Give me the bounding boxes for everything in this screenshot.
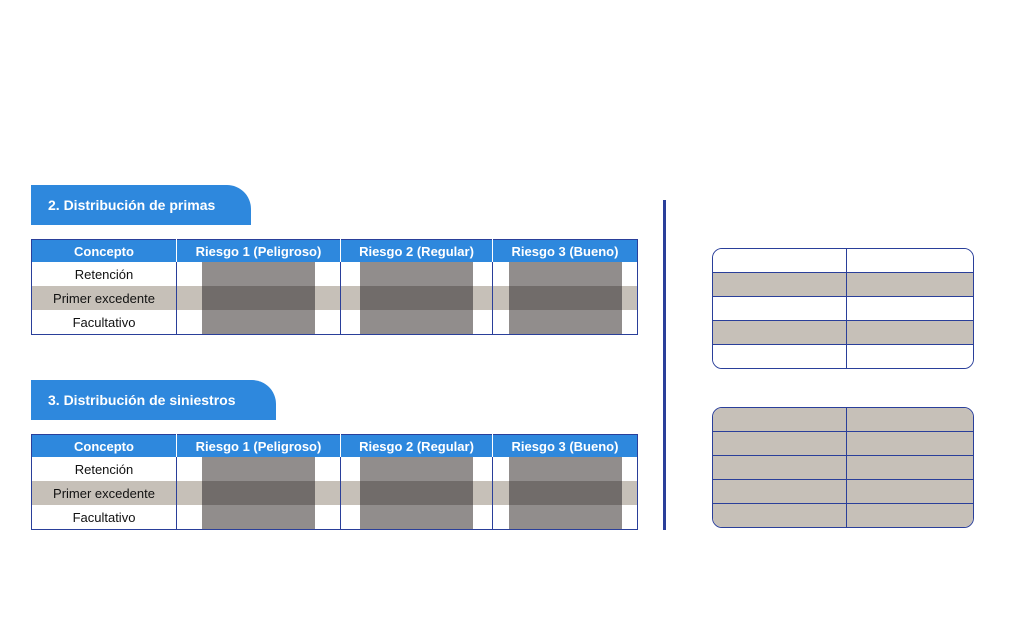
row-label: Primer excedente xyxy=(31,481,177,505)
row-label: Facultativo xyxy=(31,505,177,530)
primas-table: Concepto Riesgo 1 (Peligroso) Riesgo 2 (… xyxy=(31,239,638,335)
summary-cell[interactable] xyxy=(713,504,846,527)
value-box[interactable] xyxy=(202,505,315,529)
value-box[interactable] xyxy=(360,505,473,529)
vertical-divider xyxy=(663,200,666,530)
value-box[interactable] xyxy=(360,481,473,505)
section-siniestros: 3. Distribución de siniestros Concepto R… xyxy=(31,380,638,530)
table-row: Facultativo xyxy=(31,505,638,530)
value-box[interactable] xyxy=(360,457,473,481)
table-row: Retención xyxy=(31,262,638,286)
summary-cell[interactable] xyxy=(713,408,846,431)
summary-cell[interactable] xyxy=(846,480,973,503)
table-row xyxy=(713,431,973,455)
summary-cell[interactable] xyxy=(846,432,973,455)
table-header-row: Concepto Riesgo 1 (Peligroso) Riesgo 2 (… xyxy=(31,239,638,262)
value-box[interactable] xyxy=(360,310,473,334)
table-row xyxy=(713,408,973,431)
header-riesgo-3: Riesgo 3 (Bueno) xyxy=(492,434,638,457)
row-label: Facultativo xyxy=(31,310,177,335)
summary-cell[interactable] xyxy=(846,249,973,272)
summary-cell[interactable] xyxy=(713,345,846,368)
row-label: Primer excedente xyxy=(31,286,177,310)
summary-cell[interactable] xyxy=(713,273,846,296)
header-riesgo-1: Riesgo 1 (Peligroso) xyxy=(176,239,341,262)
summary-cell[interactable] xyxy=(713,321,846,344)
value-box[interactable] xyxy=(508,262,622,286)
value-box[interactable] xyxy=(202,310,315,334)
header-riesgo-1: Riesgo 1 (Peligroso) xyxy=(176,434,341,457)
summary-cell[interactable] xyxy=(713,432,846,455)
value-box[interactable] xyxy=(202,457,315,481)
header-riesgo-3: Riesgo 3 (Bueno) xyxy=(492,239,638,262)
table-row: Facultativo xyxy=(31,310,638,335)
value-box[interactable] xyxy=(202,286,315,310)
table-header-row: Concepto Riesgo 1 (Peligroso) Riesgo 2 (… xyxy=(31,434,638,457)
table-row xyxy=(713,503,973,527)
summary-cell[interactable] xyxy=(846,321,973,344)
summary-cell[interactable] xyxy=(846,456,973,479)
summary-cell[interactable] xyxy=(846,273,973,296)
row-label: Retención xyxy=(31,262,177,286)
table-row xyxy=(713,455,973,479)
table-row xyxy=(713,272,973,296)
value-box[interactable] xyxy=(202,262,315,286)
summary-cell[interactable] xyxy=(846,504,973,527)
summary-cell[interactable] xyxy=(713,297,846,320)
value-box[interactable] xyxy=(508,505,622,529)
summary-cell[interactable] xyxy=(713,249,846,272)
siniestros-table: Concepto Riesgo 1 (Peligroso) Riesgo 2 (… xyxy=(31,434,638,530)
row-label: Retención xyxy=(31,457,177,481)
summary-table-siniestros xyxy=(712,407,974,528)
table-row xyxy=(713,249,973,272)
header-concepto: Concepto xyxy=(31,239,177,262)
section-title: 2. Distribución de primas xyxy=(31,185,251,225)
value-box[interactable] xyxy=(508,457,622,481)
value-box[interactable] xyxy=(360,286,473,310)
section-primas: 2. Distribución de primas Concepto Riesg… xyxy=(31,185,638,335)
header-concepto: Concepto xyxy=(31,434,177,457)
table-row: Primer excedente xyxy=(31,286,638,310)
value-box[interactable] xyxy=(202,481,315,505)
table-row xyxy=(713,296,973,320)
summary-cell[interactable] xyxy=(846,297,973,320)
value-box[interactable] xyxy=(508,286,622,310)
summary-table-primas xyxy=(712,248,974,369)
value-box[interactable] xyxy=(508,310,622,334)
header-riesgo-2: Riesgo 2 (Regular) xyxy=(340,434,493,457)
table-row xyxy=(713,344,973,368)
table-row: Retención xyxy=(31,457,638,481)
summary-cell[interactable] xyxy=(846,408,973,431)
value-box[interactable] xyxy=(360,262,473,286)
summary-cell[interactable] xyxy=(846,345,973,368)
section-title: 3. Distribución de siniestros xyxy=(31,380,276,420)
table-row: Primer excedente xyxy=(31,481,638,505)
table-row xyxy=(713,479,973,503)
summary-cell[interactable] xyxy=(713,456,846,479)
value-box[interactable] xyxy=(508,481,622,505)
header-riesgo-2: Riesgo 2 (Regular) xyxy=(340,239,493,262)
summary-cell[interactable] xyxy=(713,480,846,503)
table-row xyxy=(713,320,973,344)
